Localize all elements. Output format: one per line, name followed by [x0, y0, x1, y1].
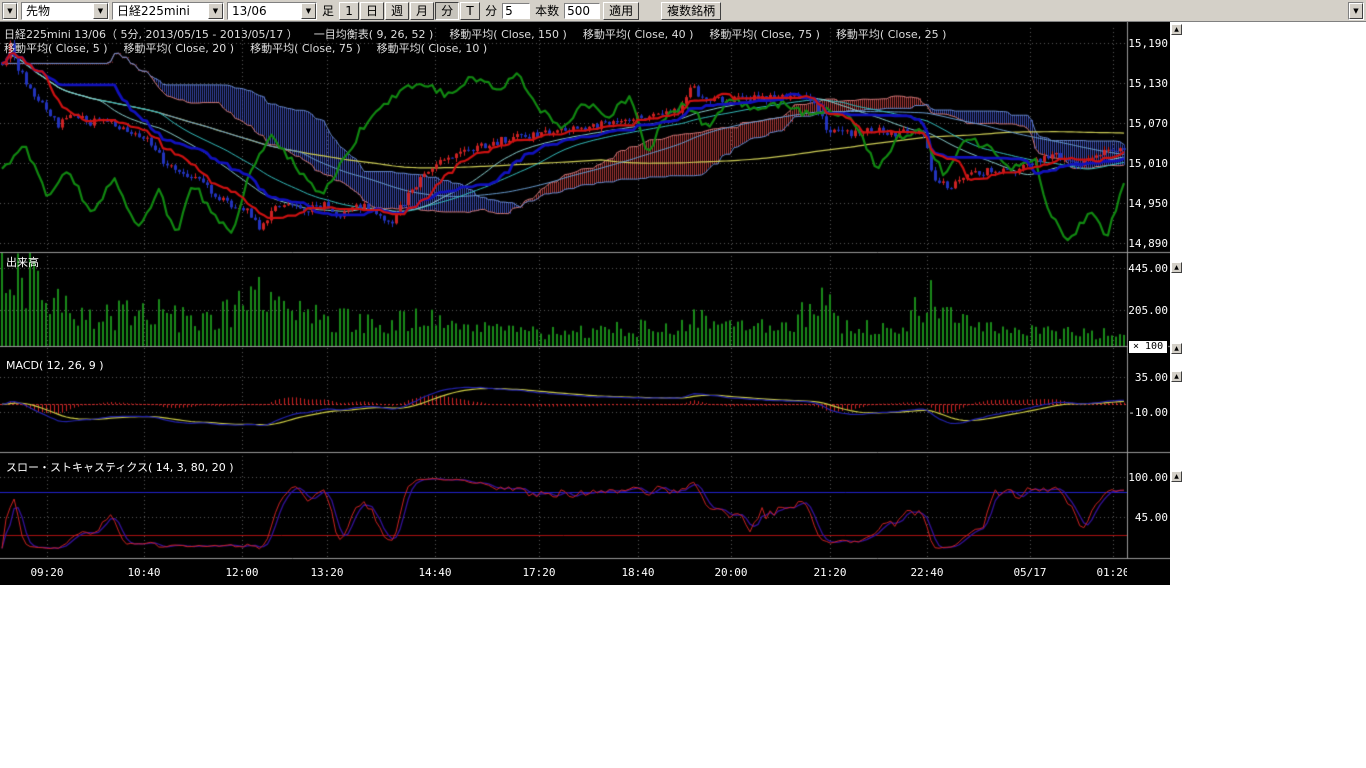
apply-button[interactable]: 適用	[603, 2, 639, 20]
volume-scale-badge[interactable]: × 100	[1128, 340, 1168, 354]
minute-input[interactable]	[502, 3, 530, 19]
volume-axis-label: 205.00	[1126, 304, 1168, 317]
period-button-T[interactable]: T	[460, 2, 480, 20]
contract-select-value: 13/06	[228, 4, 301, 18]
period-button-日[interactable]: 日	[360, 2, 384, 20]
scale-up-button[interactable]: ▲	[1171, 343, 1182, 354]
period-button-group: 1日週月分T	[339, 2, 480, 20]
price-axis-label: 15,010	[1126, 157, 1168, 170]
contract-select[interactable]: 13/06 ▼	[227, 2, 317, 20]
price-axis-label: 14,890	[1126, 237, 1168, 250]
time-label: 05/17	[1010, 566, 1050, 579]
scale-up-button[interactable]: ▲	[1171, 471, 1182, 482]
time-label: 13:20	[307, 566, 347, 579]
period-button-週[interactable]: 週	[385, 2, 409, 20]
period-button-分[interactable]: 分	[435, 2, 459, 20]
macd-axis-label: 35.00	[1126, 371, 1168, 384]
symbol-select[interactable]: 日経225mini ▼	[112, 2, 224, 20]
time-label: 22:40	[907, 566, 947, 579]
time-label: 10:40	[124, 566, 164, 579]
multi-symbol-button[interactable]: 複数銘柄	[661, 2, 721, 20]
price-axis-label: 15,070	[1126, 117, 1168, 130]
count-input[interactable]	[564, 3, 600, 19]
time-axis: 09:20 10:40 12:00 13:20 14:40 17:20 18:40 20:00…	[0, 22, 1127, 585]
market-select[interactable]: 先物 ▼	[21, 2, 109, 20]
time-label: 12:00	[222, 566, 262, 579]
time-label: 21:20	[810, 566, 850, 579]
stoch-axis-label: 45.00	[1126, 511, 1168, 524]
scale-up-button[interactable]: ▲	[1171, 371, 1182, 382]
time-label: 09:20	[27, 566, 67, 579]
price-axis-label: 15,130	[1126, 77, 1168, 90]
time-label: 20:00	[711, 566, 751, 579]
chevron-down-icon: ▼	[3, 3, 17, 19]
period-button-月[interactable]: 月	[410, 2, 434, 20]
chevron-down-icon: ▼	[301, 3, 316, 19]
scale-up-button[interactable]: ▲	[1171, 262, 1182, 273]
toolbar-corner-dropdown[interactable]: ▼	[1348, 2, 1364, 20]
chevron-down-icon: ▼	[93, 3, 108, 19]
volume-axis-label: 445.00	[1126, 262, 1168, 275]
macd-axis-label: -10.00	[1126, 406, 1168, 419]
time-label: 18:40	[618, 566, 658, 579]
count-label: 本数	[533, 2, 561, 19]
chevron-down-icon: ▼	[1349, 3, 1363, 19]
stoch-axis-label: 100.00	[1126, 471, 1168, 484]
toolbar: ▼ 先物 ▼ 日経225mini ▼ 13/06 ▼ 足 1日週月分T 分 本数…	[0, 0, 1366, 22]
chart-area: 日経225mini 13/06（ 5分, 2013/05/15 - 2013/0…	[0, 22, 1170, 585]
chevron-down-icon: ▼	[208, 3, 223, 19]
price-axis-label: 15,190	[1126, 37, 1168, 50]
market-select-value: 先物	[22, 2, 93, 19]
symbol-select-value: 日経225mini	[113, 2, 208, 19]
minute-label: 分	[483, 2, 499, 19]
period-button-1[interactable]: 1	[339, 2, 359, 20]
corner-dropdown[interactable]: ▼	[2, 2, 18, 20]
time-label: 17:20	[519, 566, 559, 579]
time-label: 01:20	[1093, 566, 1127, 579]
scale-up-button[interactable]: ▲	[1171, 24, 1182, 35]
time-label: 14:40	[415, 566, 455, 579]
price-axis-label: 14,950	[1126, 197, 1168, 210]
timeframe-label: 足	[320, 2, 336, 19]
